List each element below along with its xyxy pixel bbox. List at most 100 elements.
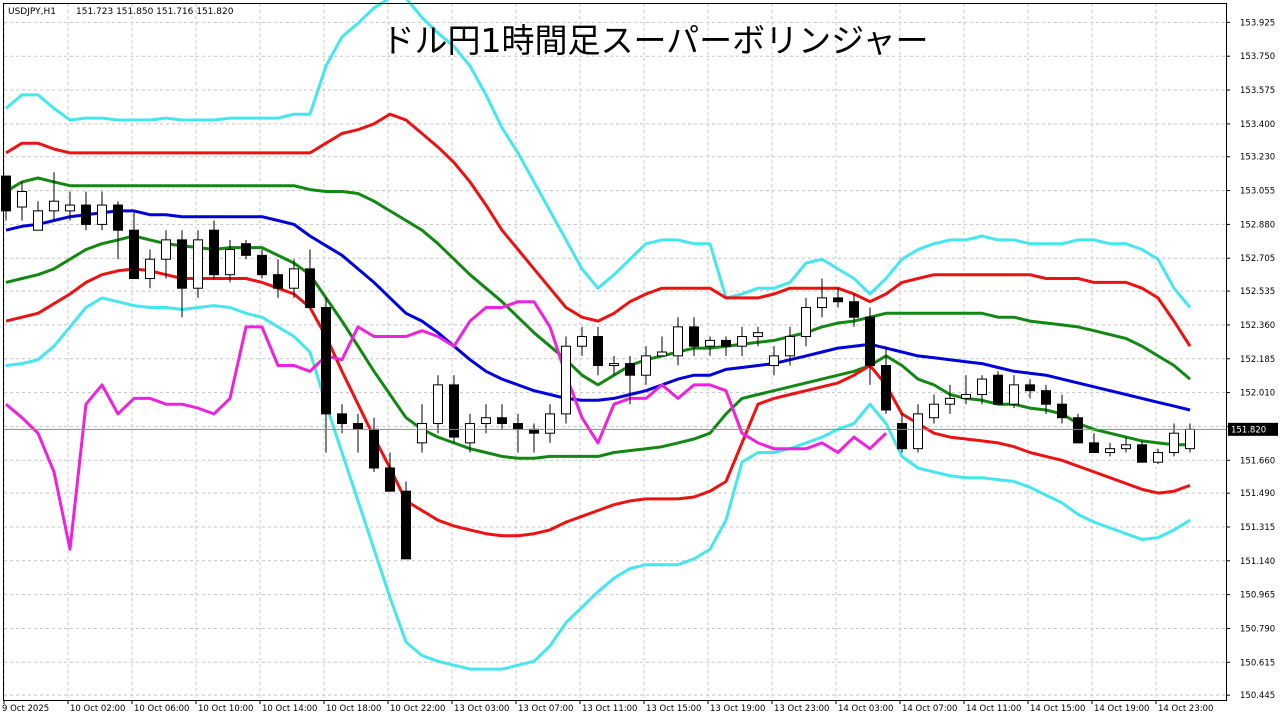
x-tick-label: 14 Oct 11:00 — [966, 704, 1021, 714]
band-line-7 — [5, 300, 888, 551]
y-tick-label: 151.315 — [1240, 523, 1275, 533]
candle — [833, 288, 843, 308]
band-line-3 — [5, 209, 1191, 412]
candle — [993, 371, 1003, 405]
candle — [1105, 442, 1115, 457]
y-tick-label: 153.575 — [1240, 86, 1275, 96]
candle — [49, 172, 59, 221]
candle — [929, 394, 939, 424]
candle — [641, 346, 651, 385]
x-axis: 9 Oct 2025 10 Oct 02:00 10 Oct 06:00 10 Oct… — [2, 700, 1213, 714]
candle — [17, 181, 27, 221]
candle — [817, 278, 827, 318]
candle — [609, 355, 619, 376]
y-tick-label: 153.055 — [1240, 187, 1275, 197]
x-tick-label: 9 Oct 2025 — [2, 704, 49, 714]
candle — [385, 452, 395, 492]
candle — [161, 230, 171, 279]
candle — [1137, 440, 1147, 463]
candle — [849, 294, 859, 327]
candle — [689, 317, 699, 356]
y-tick-label: 153.400 — [1240, 120, 1275, 130]
x-tick-label: 10 Oct 14:00 — [262, 704, 317, 714]
candle — [753, 326, 763, 347]
candle — [705, 336, 715, 356]
x-tick-label: 14 Oct 15:00 — [1030, 704, 1085, 714]
y-tick-label: 150.965 — [1240, 591, 1275, 601]
candle — [1025, 379, 1035, 399]
candle — [65, 191, 75, 221]
candle — [657, 336, 667, 357]
candle — [977, 375, 987, 405]
candle — [897, 413, 907, 453]
candle — [465, 413, 475, 453]
candle — [1121, 437, 1131, 453]
x-tick-label: 14 Oct 19:00 — [1094, 704, 1149, 714]
y-tick-label: 153.230 — [1240, 153, 1275, 163]
bollinger-bands — [5, 0, 1192, 671]
x-tick-label: 14 Oct 03:00 — [838, 704, 893, 714]
x-tick-label: 14 Oct 23:00 — [1158, 704, 1213, 714]
candle — [769, 346, 779, 376]
current-price-label: 151.820 — [1231, 425, 1266, 435]
candle — [673, 317, 683, 366]
candle — [337, 404, 347, 434]
band-line-6 — [5, 296, 1191, 671]
candle — [321, 297, 331, 453]
y-tick-label: 152.360 — [1240, 321, 1275, 331]
y-tick-label: 151.140 — [1240, 557, 1275, 567]
candle — [1089, 433, 1099, 454]
candle — [545, 404, 555, 443]
candle — [241, 239, 251, 260]
x-tick-label: 13 Oct 03:00 — [454, 704, 509, 714]
y-tick-label: 150.445 — [1240, 691, 1275, 701]
y-tick-label: 150.790 — [1240, 624, 1275, 634]
x-tick-label: 10 Oct 22:00 — [390, 704, 445, 714]
band-line-5 — [5, 267, 1191, 538]
x-tick-label: 14 Oct 07:00 — [902, 704, 957, 714]
candle — [961, 375, 971, 405]
candle — [561, 336, 571, 424]
y-tick-label: 152.010 — [1240, 389, 1275, 399]
x-tick-label: 10 Oct 10:00 — [198, 704, 253, 714]
candle — [721, 336, 731, 356]
candle — [193, 230, 203, 298]
candle — [737, 326, 747, 356]
current-price-tag — [1228, 422, 1278, 436]
candle — [1057, 394, 1067, 424]
band-line-0 — [5, 0, 1192, 309]
y-tick-label: 153.925 — [1240, 18, 1275, 28]
candle — [33, 201, 43, 231]
candle — [209, 220, 219, 279]
x-tick-label: 13 Oct 19:00 — [710, 704, 765, 714]
candle — [289, 259, 299, 298]
band-line-1 — [5, 112, 1192, 348]
y-tick-label: 150.615 — [1240, 658, 1275, 668]
candle — [481, 404, 491, 434]
chart-title: ドル円1時間足スーパーボリンジャー — [381, 21, 928, 60]
candle — [1073, 413, 1083, 444]
candle — [225, 239, 235, 283]
x-tick-label: 13 Oct 11:00 — [582, 704, 637, 714]
candle — [593, 326, 603, 376]
candle — [129, 210, 139, 280]
y-tick-label: 152.185 — [1240, 355, 1275, 365]
candle — [273, 259, 283, 298]
candle — [401, 481, 411, 560]
candle — [449, 375, 459, 443]
candle — [945, 384, 955, 414]
ohlc-values: 151.723 151.850 151.716 151.820 — [76, 7, 234, 17]
candle — [305, 249, 315, 309]
x-tick-label: 13 Oct 15:00 — [646, 704, 701, 714]
candle — [257, 249, 267, 279]
candle — [497, 404, 507, 430]
candle — [865, 307, 875, 385]
y-tick-label: 153.750 — [1240, 52, 1275, 62]
x-tick-label: 13 Oct 23:00 — [774, 704, 829, 714]
y-tick-label: 152.705 — [1240, 254, 1275, 264]
candle — [113, 201, 123, 260]
candle — [1041, 384, 1051, 414]
x-tick-label: 10 Oct 06:00 — [134, 704, 189, 714]
x-tick-label: 13 Oct 07:00 — [518, 704, 573, 714]
